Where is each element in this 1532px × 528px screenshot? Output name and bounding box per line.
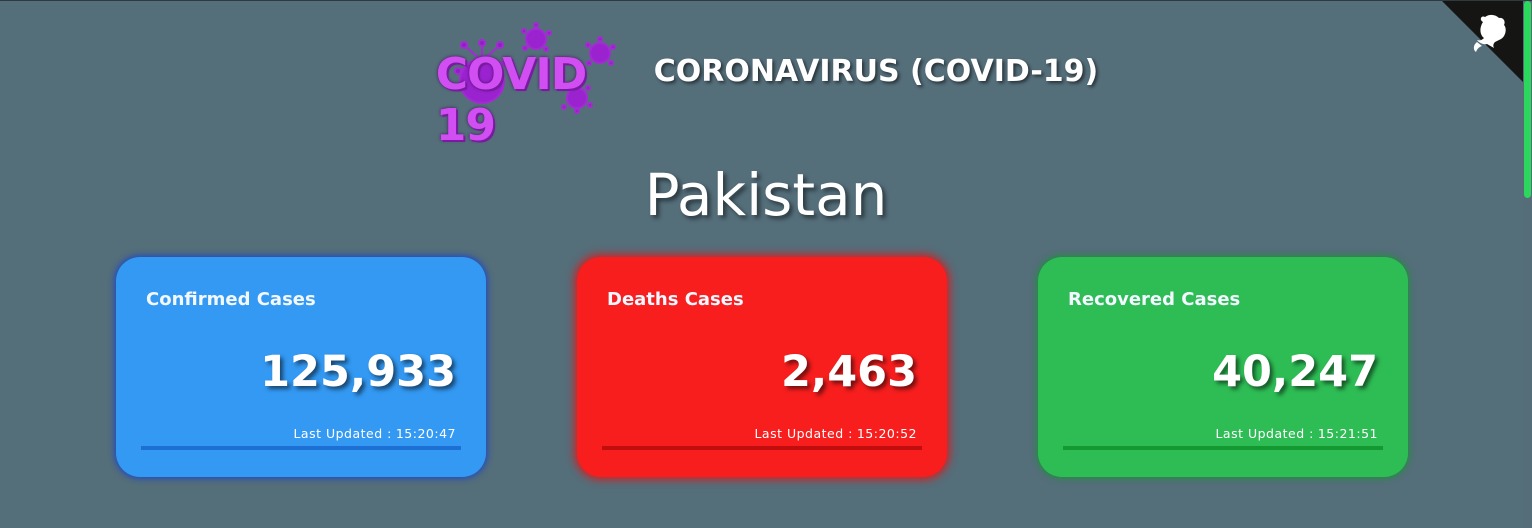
scrollbar-thumb[interactable] [1524,1,1531,198]
card-value: 125,933 [260,347,456,397]
last-updated: Last Updated :15:20:52 [754,426,917,441]
card-divider [1063,446,1383,450]
page-title: CORONAVIRUS (COVID-19) [653,53,1099,89]
last-updated-time: 15:21:51 [1317,426,1378,441]
card-title: Deaths Cases [607,289,744,310]
card-value: 2,463 [780,347,917,397]
github-octocat-icon [1442,1,1523,82]
last-updated-label: Last Updated : [1215,426,1314,441]
last-updated-time: 15:20:47 [395,426,456,441]
recovered-cases-card: Recovered Cases 40,247 Last Updated :15:… [1038,257,1408,477]
card-value: 40,247 [1212,347,1378,397]
card-title: Recovered Cases [1068,289,1241,310]
country-name: Pakistan [644,161,888,229]
confirmed-cases-card: Confirmed Cases 125,933 Last Updated :15… [116,257,486,477]
github-corner-link[interactable] [1442,1,1523,82]
site-header: COVID 19 CORONAVIRUS (COVID-19) [0,21,1532,151]
deaths-cases-card: Deaths Cases 2,463 Last Updated :15:20:5… [577,257,947,477]
last-updated: Last Updated :15:20:47 [293,426,456,441]
virus-icon [453,22,616,114]
last-updated-label: Last Updated : [293,426,392,441]
logo-text: COVID 19 [435,49,587,151]
last-updated: Last Updated :15:21:51 [1215,426,1378,441]
card-title: Confirmed Cases [146,289,316,310]
last-updated-time: 15:20:52 [856,426,917,441]
covid-logo: COVID 19 [434,21,644,151]
card-divider [602,446,922,450]
card-divider [141,446,461,450]
scrollbar[interactable] [1523,1,1532,528]
last-updated-label: Last Updated : [754,426,853,441]
